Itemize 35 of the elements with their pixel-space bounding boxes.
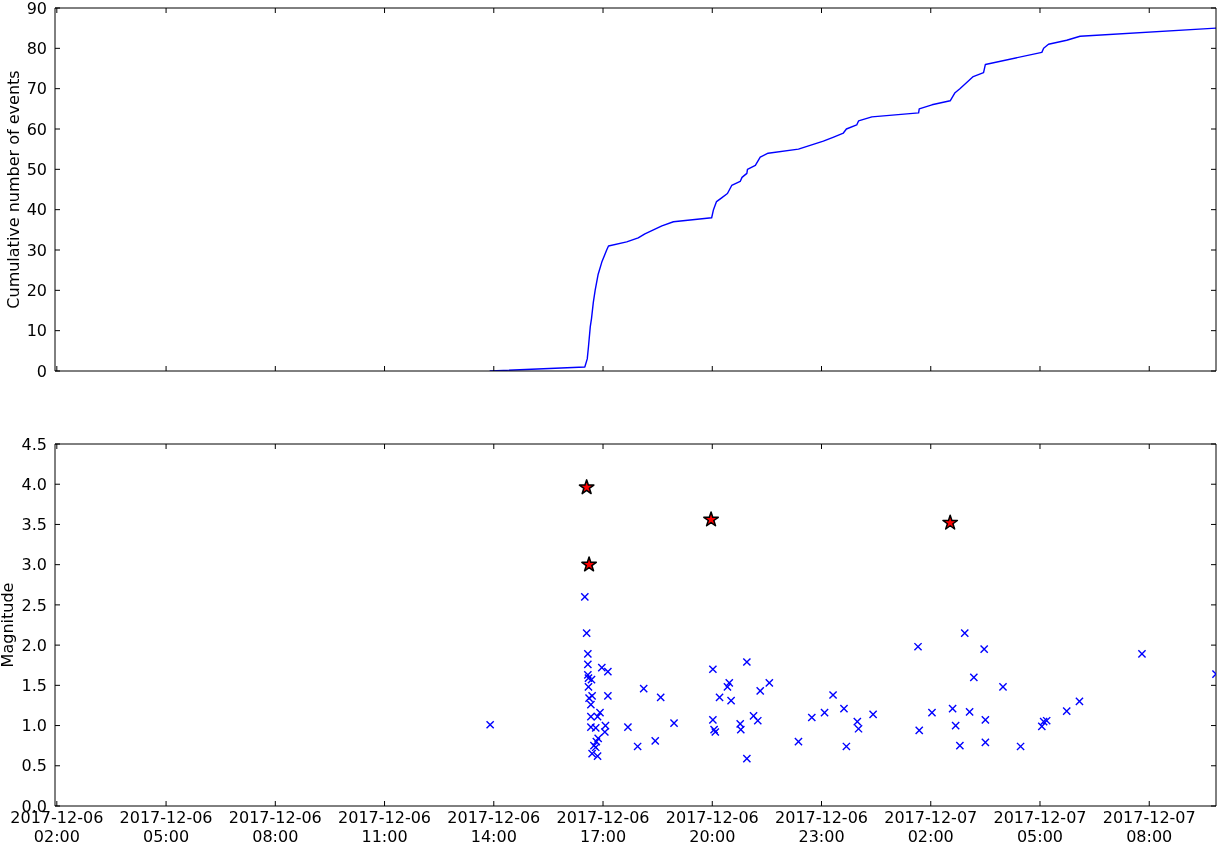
y-tick-label: 50 (26, 160, 47, 180)
y-tick-label: 30 (26, 240, 47, 260)
x-tick-label: 2017-12-06 20:00 (665, 808, 759, 843)
point (703, 511, 720, 527)
y-tick-label: 1.0 (21, 716, 47, 736)
y-tick-label: 3.5 (21, 515, 47, 535)
x-tick-label: 2017-12-06 05:00 (119, 808, 213, 843)
y-tick-label: 2.0 (21, 635, 47, 655)
y-tick-label: 80 (26, 39, 47, 59)
y-axis-title: Cumulative number of events (3, 70, 23, 309)
y-tick-label: 4.0 (21, 474, 47, 494)
x-tick-label: 2017-12-06 23:00 (775, 808, 869, 843)
y-tick-label: 1.5 (21, 676, 47, 696)
x-tick-label: 2017-12-07 02:00 (884, 808, 978, 843)
x-tick-label: 2017-12-07 08:00 (1102, 808, 1196, 843)
y-tick-label: 20 (26, 281, 47, 301)
y-tick-label: 60 (26, 119, 47, 139)
x-tick-label: 2017-12-06 11:00 (338, 808, 432, 843)
y-tick-label: 70 (26, 79, 47, 99)
y-tick-label: 3.0 (21, 555, 47, 575)
x-tick-label: 2017-12-07 05:00 (993, 808, 1087, 843)
x-tick-label: 2017-12-06 17:00 (556, 808, 650, 843)
x-tick-label: 2017-12-06 14:00 (447, 808, 541, 843)
y-tick-label: 0 (36, 361, 47, 381)
point (942, 514, 959, 530)
y-tick-label: 90 (26, 0, 47, 18)
y-tick-label: 10 (26, 321, 47, 341)
x-tick-label: 2017-12-06 08:00 (228, 808, 322, 843)
y-tick-label: 4.5 (21, 434, 47, 454)
y-tick-label: 2.5 (21, 595, 47, 615)
y-axis-title: Magnitude (0, 582, 17, 668)
y-tick-label: 40 (26, 200, 47, 220)
point (578, 479, 595, 495)
y-tick-label: 0.5 (21, 756, 47, 776)
point (581, 556, 598, 572)
